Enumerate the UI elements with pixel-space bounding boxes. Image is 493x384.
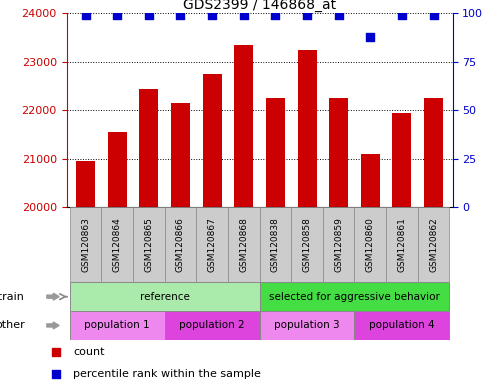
- Text: selected for aggressive behavior: selected for aggressive behavior: [269, 291, 440, 302]
- Text: count: count: [73, 347, 105, 357]
- Bar: [329, 98, 348, 207]
- Text: GSM120838: GSM120838: [271, 217, 280, 272]
- Bar: [266, 98, 285, 207]
- Point: [240, 12, 247, 18]
- Text: reference: reference: [140, 291, 190, 302]
- Point: [145, 12, 153, 18]
- Point: [366, 34, 374, 40]
- Bar: [259, 311, 354, 340]
- Bar: [196, 207, 228, 282]
- Text: population 2: population 2: [179, 320, 245, 331]
- Bar: [133, 207, 165, 282]
- Bar: [70, 207, 102, 282]
- Point: [208, 12, 216, 18]
- Bar: [107, 132, 127, 207]
- Bar: [418, 207, 450, 282]
- Point: [398, 12, 406, 18]
- Text: population 3: population 3: [274, 320, 340, 331]
- Bar: [259, 282, 450, 311]
- Bar: [392, 113, 412, 207]
- Text: population 4: population 4: [369, 320, 435, 331]
- Text: percentile rank within the sample: percentile rank within the sample: [73, 369, 261, 379]
- Text: GSM120865: GSM120865: [144, 217, 153, 272]
- Title: GDS2399 / 146868_at: GDS2399 / 146868_at: [183, 0, 336, 12]
- Bar: [424, 98, 443, 207]
- Bar: [165, 207, 196, 282]
- Bar: [354, 311, 450, 340]
- Point: [272, 12, 280, 18]
- Text: population 1: population 1: [84, 320, 150, 331]
- Bar: [76, 161, 95, 207]
- Text: GSM120862: GSM120862: [429, 217, 438, 272]
- Text: GSM120866: GSM120866: [176, 217, 185, 272]
- Bar: [259, 207, 291, 282]
- Bar: [323, 207, 354, 282]
- Bar: [386, 207, 418, 282]
- Point: [176, 12, 184, 18]
- Text: GSM120864: GSM120864: [113, 217, 122, 272]
- Bar: [234, 45, 253, 207]
- Bar: [291, 207, 323, 282]
- Bar: [70, 311, 165, 340]
- Bar: [70, 282, 259, 311]
- Text: GSM120861: GSM120861: [397, 217, 406, 272]
- Text: GSM120867: GSM120867: [208, 217, 216, 272]
- Text: GSM120860: GSM120860: [366, 217, 375, 272]
- Text: GSM120859: GSM120859: [334, 217, 343, 272]
- Bar: [171, 103, 190, 207]
- Bar: [140, 89, 158, 207]
- Bar: [361, 154, 380, 207]
- Bar: [298, 50, 317, 207]
- Point: [335, 12, 343, 18]
- Point: [113, 12, 121, 18]
- Bar: [228, 207, 260, 282]
- Text: GSM120858: GSM120858: [303, 217, 312, 272]
- Point: [429, 12, 437, 18]
- Bar: [354, 207, 386, 282]
- Text: other: other: [0, 320, 25, 331]
- Text: GSM120863: GSM120863: [81, 217, 90, 272]
- Text: GSM120868: GSM120868: [239, 217, 248, 272]
- Text: strain: strain: [0, 291, 25, 302]
- Bar: [165, 311, 260, 340]
- Point: [303, 12, 311, 18]
- Bar: [102, 207, 133, 282]
- Bar: [203, 74, 221, 207]
- Point: [82, 12, 90, 18]
